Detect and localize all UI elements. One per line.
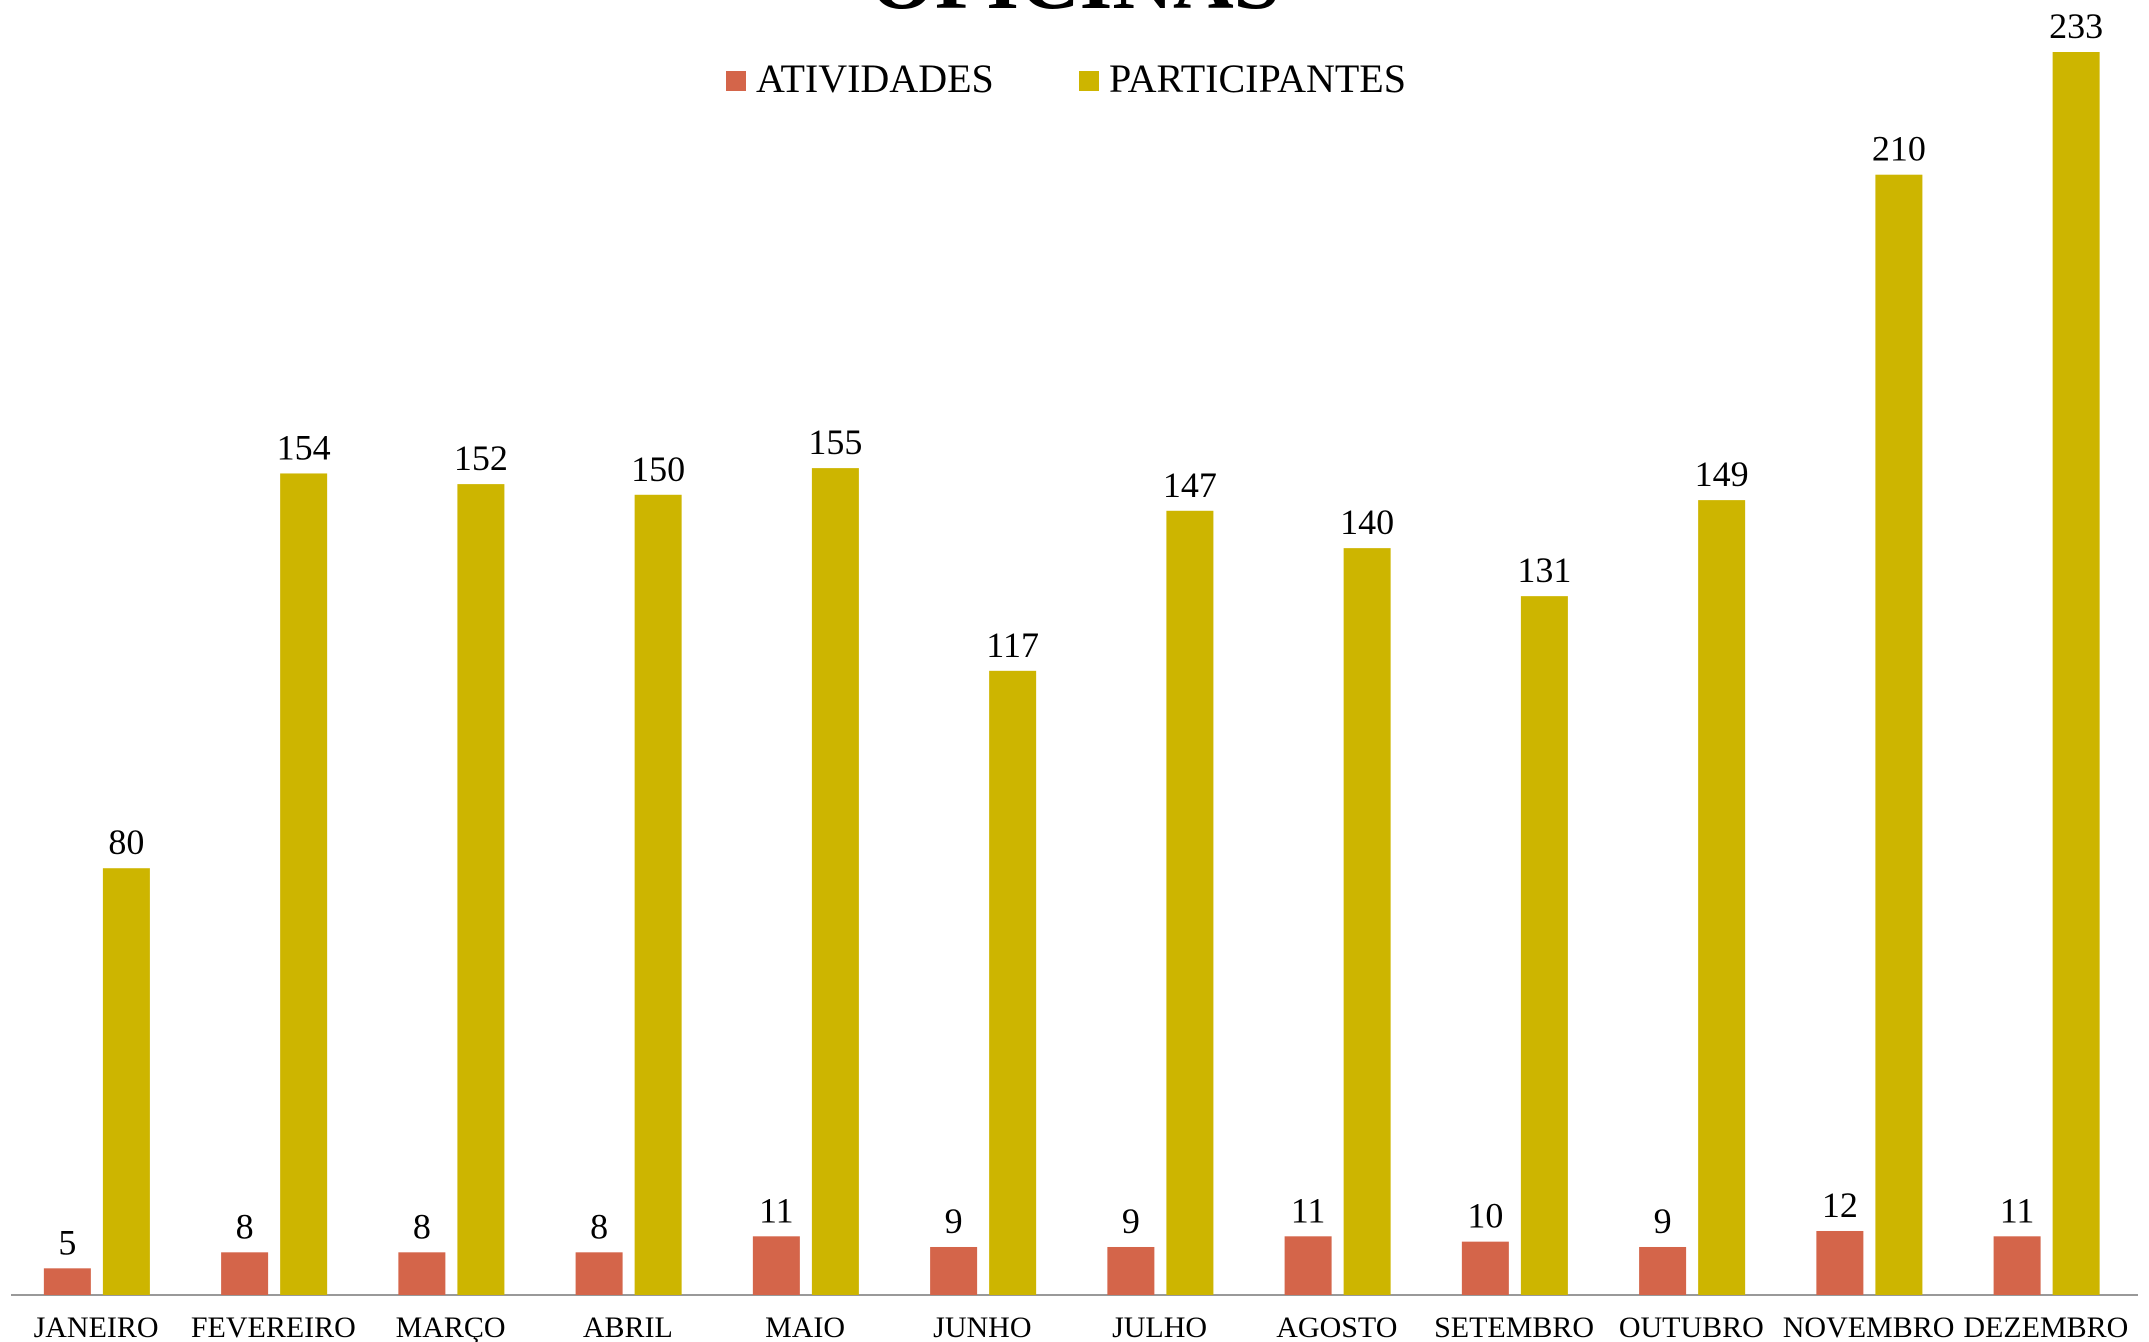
data-label: 11 (1291, 1190, 1326, 1230)
data-label: 117 (986, 625, 1039, 665)
chart-title: OFICINAS (870, 0, 1281, 27)
bar (1166, 510, 1214, 1296)
x-tick-label: JUNHO (933, 1311, 1031, 1342)
data-label: 11 (2000, 1190, 2035, 1230)
bar (1461, 1241, 1509, 1295)
data-label: 152 (454, 438, 508, 478)
data-label: 11 (759, 1190, 794, 1230)
data-label: 210 (1872, 129, 1926, 169)
data-label: 12 (1822, 1185, 1858, 1225)
data-label: 8 (236, 1206, 254, 1246)
data-label: 8 (413, 1206, 431, 1246)
x-tick-label: AGOSTO (1276, 1311, 1397, 1342)
bar (1107, 1246, 1155, 1295)
bar (102, 868, 150, 1295)
bar (1343, 548, 1391, 1295)
data-label: 155 (808, 422, 862, 462)
x-tick-label: OUTUBRO (1619, 1311, 1764, 1342)
bar (43, 1268, 91, 1295)
data-label: 147 (1163, 465, 1217, 505)
x-tick-label: JANEIRO (34, 1311, 159, 1342)
bar (2052, 52, 2100, 1295)
legend-swatch (726, 71, 746, 91)
data-label: 149 (1695, 454, 1749, 494)
data-label: 150 (631, 449, 685, 489)
bar (575, 1252, 623, 1295)
bar (752, 1236, 800, 1295)
bar (1284, 1236, 1332, 1295)
legend-label: ATIVIDADES (756, 56, 994, 101)
data-label: 131 (1517, 550, 1571, 590)
legend-label: PARTICIPANTES (1109, 56, 1406, 101)
x-tick-label: ABRIL (583, 1311, 673, 1342)
bar (989, 670, 1037, 1295)
legend-swatch (1079, 71, 1099, 91)
x-tick-label: SETEMBRO (1434, 1311, 1594, 1342)
bar (1698, 500, 1746, 1295)
data-label: 10 (1467, 1196, 1503, 1236)
data-label: 9 (1122, 1201, 1140, 1241)
bar (930, 1246, 978, 1295)
data-label: 5 (58, 1222, 76, 1262)
bar (398, 1252, 446, 1295)
data-label: 233 (2049, 6, 2103, 46)
data-label: 140 (1340, 502, 1394, 542)
data-label: 154 (277, 427, 331, 467)
bar (1639, 1246, 1687, 1295)
bar (1875, 174, 1923, 1295)
bar (811, 468, 859, 1296)
x-tick-label: MAIO (765, 1311, 845, 1342)
x-tick-label: JULHO (1112, 1311, 1207, 1342)
data-label: 9 (945, 1201, 963, 1241)
bar (221, 1252, 269, 1295)
x-tick-label: MARÇO (396, 1311, 506, 1342)
data-label: 9 (1654, 1201, 1672, 1241)
data-label: 8 (590, 1206, 608, 1246)
x-tick-label: FEVEREIRO (191, 1311, 356, 1342)
bar (280, 473, 328, 1295)
x-tick-label: DEZEMBRO (1963, 1311, 2128, 1342)
x-tick-label: NOVEMBRO (1783, 1311, 1955, 1342)
data-label: 80 (108, 822, 144, 862)
bar (1816, 1230, 1864, 1295)
bar (457, 484, 505, 1296)
bar (1520, 596, 1568, 1295)
bar (634, 494, 682, 1295)
bar (1993, 1236, 2041, 1295)
